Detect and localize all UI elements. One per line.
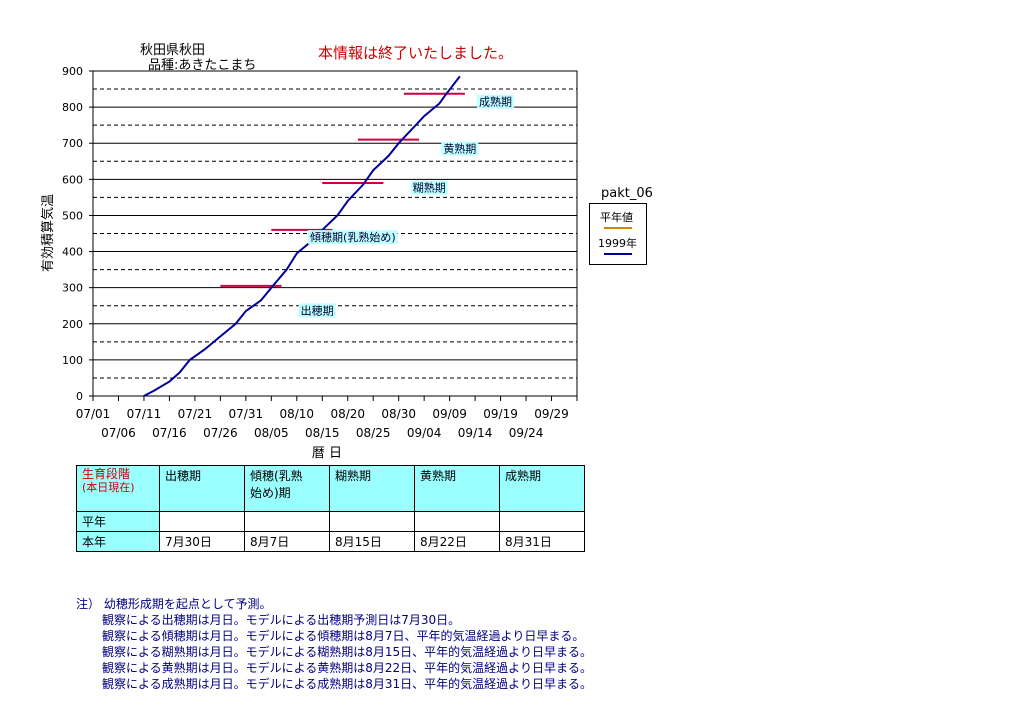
x-tick-label: 08/10 — [279, 407, 314, 421]
x-tick-label: 07/21 — [178, 407, 213, 421]
stage-label-bg — [476, 94, 514, 109]
y-tick-label: 0 — [76, 390, 83, 403]
table-cell — [329, 511, 415, 532]
x-tick-label: 09/19 — [483, 407, 518, 421]
x-tick-label: 09/04 — [407, 426, 442, 440]
y-tick-label: 600 — [62, 173, 83, 186]
legend: 平年値 1999年 — [589, 203, 647, 265]
x-tick-label: 07/01 — [76, 407, 111, 421]
stage-label-bg — [410, 180, 448, 195]
col-milk-text-2: 始め)期 — [250, 486, 291, 500]
y-tick-label: 100 — [62, 354, 83, 367]
col-heading-heading: 出穂期 — [159, 465, 245, 512]
note-line: 観察による糊熟期は月日。モデルによる糊熟期は8月15日、平年的気温経過より日早ま… — [102, 645, 592, 659]
x-tick-label: 08/25 — [356, 426, 391, 440]
col-mature-text: 成熟期 — [505, 469, 542, 483]
table-cell — [499, 511, 585, 532]
row-label-normal: 平年 — [76, 511, 160, 532]
col-milk-text-1: 傾穂(乳熟 — [250, 469, 303, 483]
table-cell: 8月15日 — [329, 531, 415, 552]
stage-label: 出穂期 — [301, 303, 334, 317]
x-tick-label: 09/14 — [458, 426, 493, 440]
legend-entry-normal-line — [604, 227, 632, 229]
col-heading-milk: 傾穂(乳熟 始め)期 — [244, 465, 330, 512]
x-axis-label: 暦 日 — [312, 446, 342, 460]
x-tick-label: 08/30 — [381, 407, 416, 421]
note-line: 観察による出穂期は月日。モデルによる出穂期予測日は7月30日。 — [102, 613, 461, 627]
legend-entry-normal-label: 平年値 — [600, 211, 633, 224]
stage-label: 成熟期 — [479, 95, 512, 109]
legend-title: pakt_06 — [601, 186, 653, 201]
stage-label-bg — [298, 303, 336, 318]
y-tick-label: 200 — [62, 318, 83, 331]
x-tick-label: 09/29 — [534, 407, 569, 421]
col-yellow-text: 黄熟期 — [420, 469, 457, 483]
x-tick-label: 07/26 — [203, 426, 238, 440]
table-cell: 8月22日 — [414, 531, 500, 552]
x-tick-labels: 07/01 07/11 07/21 07/31 08/10 08/20 08/30 09/09… — [76, 396, 578, 440]
variety-title: 品種:あきたこまち — [148, 58, 257, 73]
x-tick-label: 08/20 — [330, 407, 365, 421]
row-label-this-year: 本年 — [76, 531, 160, 552]
notice-text: 本情報は終了いたしました。 — [318, 44, 514, 62]
stage-header-line-1: 生育段階 — [82, 467, 131, 481]
notes: 注） 幼穂形成期を起点として予測。 観察による出穂期は月日。モデルによる出穂期予… — [76, 596, 592, 692]
table-cell: 8月31日 — [499, 531, 585, 552]
x-tick-label: 07/06 — [101, 426, 136, 440]
y-tick-labels: 0 100 200 300 400 500 600 700 800 900 — [62, 65, 93, 403]
table-cell: 7月30日 — [159, 531, 245, 552]
table-cell — [159, 511, 245, 532]
note-line: 注） 幼穂形成期を起点として予測。 — [76, 597, 272, 611]
plot-frame — [92, 70, 578, 397]
y-tick-label: 500 — [62, 209, 83, 222]
note-line: 観察による黄熟期は月日。モデルによる黄熟期は8月22日、平年的気温経過より日早ま… — [102, 661, 592, 675]
col-dough-text: 糊熟期 — [335, 469, 372, 483]
y-tick-label: 800 — [62, 101, 83, 114]
stage-label-bg — [308, 230, 398, 245]
x-tick-label: 09/09 — [432, 407, 467, 421]
legend-entry-1999-label: 1999年 — [598, 237, 637, 250]
stage-header-line-2: (本日現在) — [82, 481, 135, 494]
stage-header-cell: 生育段階 (本日現在) — [76, 465, 160, 512]
x-tick-label: 07/11 — [127, 407, 162, 421]
y-tick-label: 300 — [62, 282, 83, 295]
table-cell — [244, 511, 330, 532]
y-tick-label: 900 — [62, 65, 83, 78]
stage-label: 糊熟期 — [413, 181, 446, 195]
x-tick-label: 07/16 — [152, 426, 187, 440]
series-line — [143, 75, 461, 397]
table-row-normal: 平年 — [76, 511, 585, 532]
y-tick-label: 400 — [62, 246, 83, 259]
growth-stage-table: 生育段階 (本日現在) 出穂期 傾穂(乳熟 始め)期 糊熟期 黄熟期 成熟期 平… — [76, 465, 585, 552]
series-layer — [143, 75, 461, 397]
stage-label: 黄熟期 — [443, 142, 476, 156]
location-title: 秋田県秋田 — [140, 43, 206, 58]
legend-entry-1999-line — [604, 253, 632, 255]
table-row-this-year: 本年 7月30日 8月7日 8月15日 8月22日 8月31日 — [76, 531, 585, 552]
x-tick-label: 09/24 — [509, 426, 544, 440]
col-heading-text: 出穂期 — [165, 469, 202, 483]
stage-label: 傾穂期(乳熟始め) — [310, 230, 396, 244]
x-tick-label: 07/31 — [229, 407, 264, 421]
table-cell — [414, 511, 500, 532]
stage-markers — [220, 92, 465, 287]
table-cell: 8月7日 — [244, 531, 330, 552]
note-line: 観察による成熟期は月日。モデルによる成熟期は8月31日、平年的気温経過より日早ま… — [102, 677, 592, 691]
stage-label-bg — [441, 141, 479, 156]
x-tick-label: 08/05 — [254, 426, 289, 440]
stage-labels: 出穂期 傾穂期(乳熟始め) 糊熟期 黄熟期 成熟期 — [298, 94, 514, 318]
y-axis-label: 有効積算気温 — [40, 194, 56, 272]
col-heading-dough: 糊熟期 — [329, 465, 415, 512]
y-tick-label: 700 — [62, 137, 83, 150]
note-line: 観察による傾穂期は月日。モデルによる傾穂期は8月7日、平年的気温経過より日早まる… — [102, 629, 585, 643]
x-tick-label: 08/15 — [305, 426, 340, 440]
col-heading-yellow: 黄熟期 — [414, 465, 500, 512]
col-heading-mature: 成熟期 — [499, 465, 585, 512]
